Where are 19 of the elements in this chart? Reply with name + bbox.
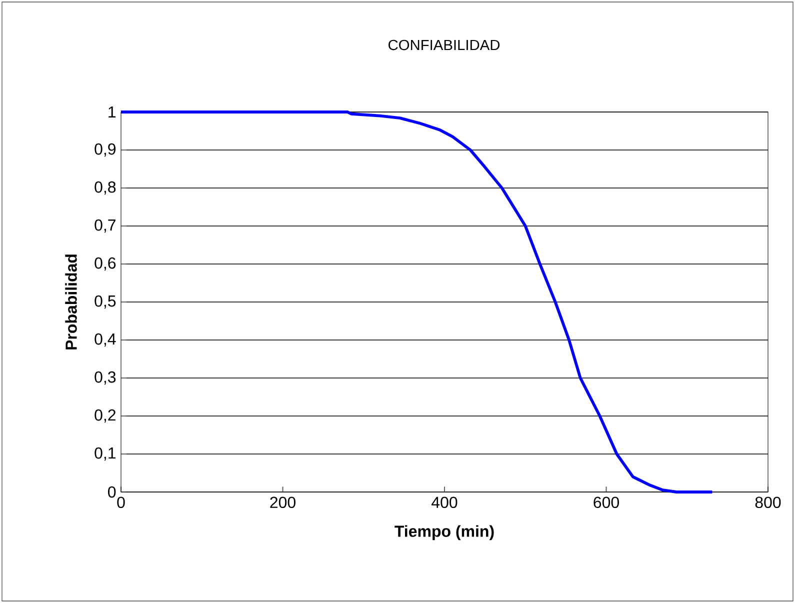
x-tick-label: 400: [432, 496, 458, 508]
x-tick-label: 0: [117, 496, 125, 508]
y-tick-label: 0,2: [94, 409, 116, 423]
y-tick-label: 0,4: [94, 333, 116, 347]
y-tick-label: 0,3: [94, 371, 116, 385]
y-tick-label: 0,7: [94, 219, 116, 233]
y-tick-label: 1: [108, 106, 116, 118]
y-axis-title: Probabilidad: [65, 254, 77, 350]
y-tick-label: 0,9: [94, 143, 116, 157]
x-axis-title: Tiempo (min): [394, 525, 494, 540]
x-tick-label: 800: [755, 496, 781, 508]
y-tick-label: 0: [108, 486, 116, 498]
chart-title: CONFIABILIDAD: [388, 40, 500, 50]
y-tick-label: 0,6: [94, 257, 116, 271]
y-tick-label: 0,8: [94, 181, 116, 195]
y-tick-label: 0,1: [94, 447, 116, 461]
x-tick-label: 600: [594, 496, 619, 508]
x-tick-label: 200: [270, 496, 296, 508]
y-tick-label: 0,5: [94, 295, 116, 309]
